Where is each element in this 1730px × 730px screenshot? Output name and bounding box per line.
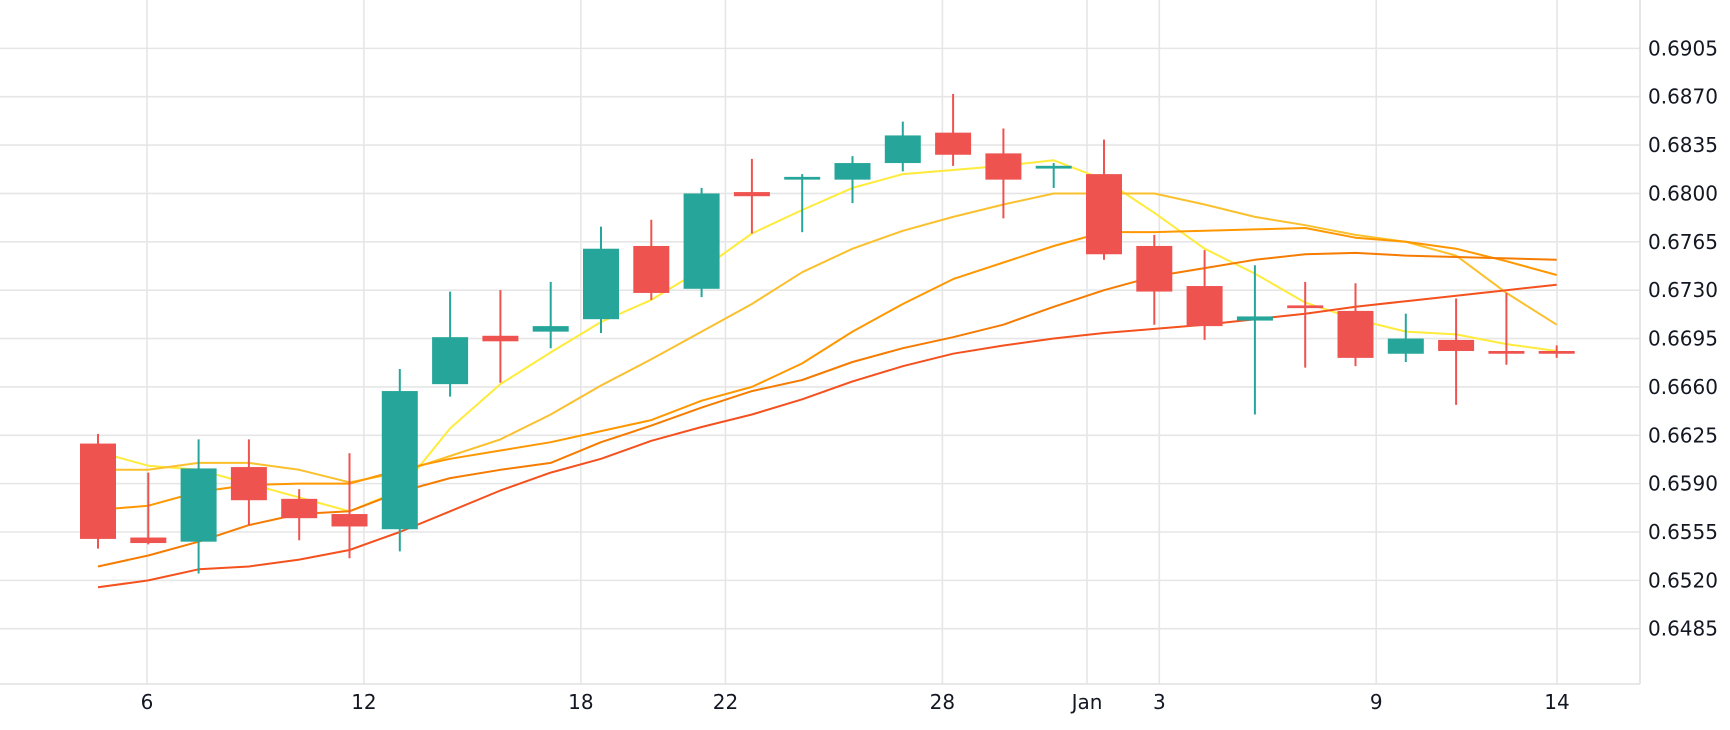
- candle: [1538, 345, 1575, 358]
- candle: [532, 281, 569, 349]
- candle: [1287, 281, 1324, 368]
- candle: [834, 156, 871, 204]
- candle-body: [1186, 286, 1223, 327]
- candle-body: [331, 514, 368, 527]
- candle-body: [1387, 338, 1424, 354]
- candle: [482, 290, 519, 383]
- candle: [985, 128, 1022, 219]
- y-tick-label: 0.6590: [1648, 472, 1718, 496]
- x-tick-label: Jan: [1070, 690, 1103, 714]
- moving-average-line: [97, 283, 1557, 589]
- y-tick-label: 0.6835: [1648, 133, 1718, 157]
- candle: [230, 439, 267, 526]
- candle: [733, 158, 770, 234]
- candle-body: [1438, 339, 1475, 351]
- candle-body: [1136, 245, 1173, 292]
- candle: [1488, 292, 1525, 365]
- candle: [281, 489, 318, 541]
- candle-body: [1035, 165, 1072, 169]
- candle-body: [1337, 310, 1374, 358]
- candle: [130, 472, 167, 545]
- candle-body: [985, 153, 1022, 180]
- candle-body: [432, 337, 469, 385]
- candle: [633, 219, 670, 300]
- candle-body: [583, 248, 619, 320]
- candle: [1035, 163, 1072, 188]
- x-tick-label: 6: [141, 690, 154, 714]
- y-tick-label: 0.6660: [1648, 375, 1718, 399]
- candle-body: [180, 468, 217, 542]
- moving-average-lines: [97, 159, 1558, 589]
- candle: [331, 453, 368, 559]
- candle-body: [80, 443, 116, 539]
- candle: [180, 439, 217, 574]
- candle: [381, 368, 418, 552]
- candle: [683, 187, 720, 298]
- axes: 0.6905 0.6870 0.6835 0.6800 0.6765 0.6730 0.66…: [0, 0, 1718, 714]
- candle-body: [532, 326, 569, 332]
- y-tick-label: 0.6520: [1648, 568, 1718, 592]
- candle: [784, 174, 821, 233]
- candle: [1086, 139, 1122, 260]
- y-tick-label: 0.6800: [1648, 181, 1718, 205]
- candle-body: [281, 498, 318, 519]
- candle: [1438, 298, 1475, 405]
- y-tick-label: 0.6485: [1648, 617, 1718, 641]
- y-tick-label: 0.6870: [1648, 85, 1718, 109]
- candle: [1387, 313, 1424, 363]
- y-tick-label: 0.6765: [1648, 230, 1718, 254]
- x-tick-label: 9: [1370, 690, 1383, 714]
- candle-body: [935, 132, 972, 155]
- candle: [80, 433, 116, 549]
- candle-body: [482, 335, 519, 342]
- y-tick-label: 0.6625: [1648, 423, 1718, 447]
- candle: [583, 226, 619, 334]
- candle: [1186, 250, 1223, 340]
- x-tick-label: 18: [568, 690, 593, 714]
- candle-body: [1236, 316, 1273, 321]
- x-tick-label: 14: [1544, 690, 1569, 714]
- candle-body: [130, 537, 167, 544]
- candle-body: [381, 391, 418, 530]
- candle: [935, 93, 972, 166]
- candle: [884, 121, 921, 172]
- candle-body: [733, 192, 770, 197]
- candle: [1136, 234, 1173, 325]
- grid: [0, 0, 1640, 684]
- y-tick-label: 0.6695: [1648, 327, 1718, 351]
- x-tick-label: 3: [1153, 690, 1166, 714]
- candle-body: [1086, 174, 1122, 255]
- x-tick-label: 22: [713, 690, 738, 714]
- candle-body: [683, 193, 720, 289]
- candle-body: [1538, 350, 1575, 354]
- moving-average-line: [97, 227, 1557, 511]
- candle-body: [633, 245, 670, 293]
- candle-body: [1287, 305, 1324, 309]
- candle: [432, 291, 469, 397]
- candle: [1236, 265, 1273, 415]
- moving-average-line: [97, 159, 1557, 513]
- candle: [1337, 283, 1374, 367]
- candle-body: [834, 163, 871, 180]
- candle-body: [1488, 350, 1525, 354]
- y-tick-label: 0.6905: [1648, 36, 1718, 60]
- candles: [80, 93, 1575, 574]
- x-tick-label: 12: [351, 690, 376, 714]
- y-tick-label: 0.6730: [1648, 278, 1718, 302]
- moving-average-line: [97, 251, 1557, 568]
- x-tick-label: 28: [930, 690, 955, 714]
- candle-body: [230, 467, 267, 501]
- candle-body: [784, 176, 821, 180]
- candle-body: [884, 135, 921, 164]
- moving-average-line: [98, 192, 1558, 484]
- y-tick-label: 0.6555: [1648, 520, 1718, 544]
